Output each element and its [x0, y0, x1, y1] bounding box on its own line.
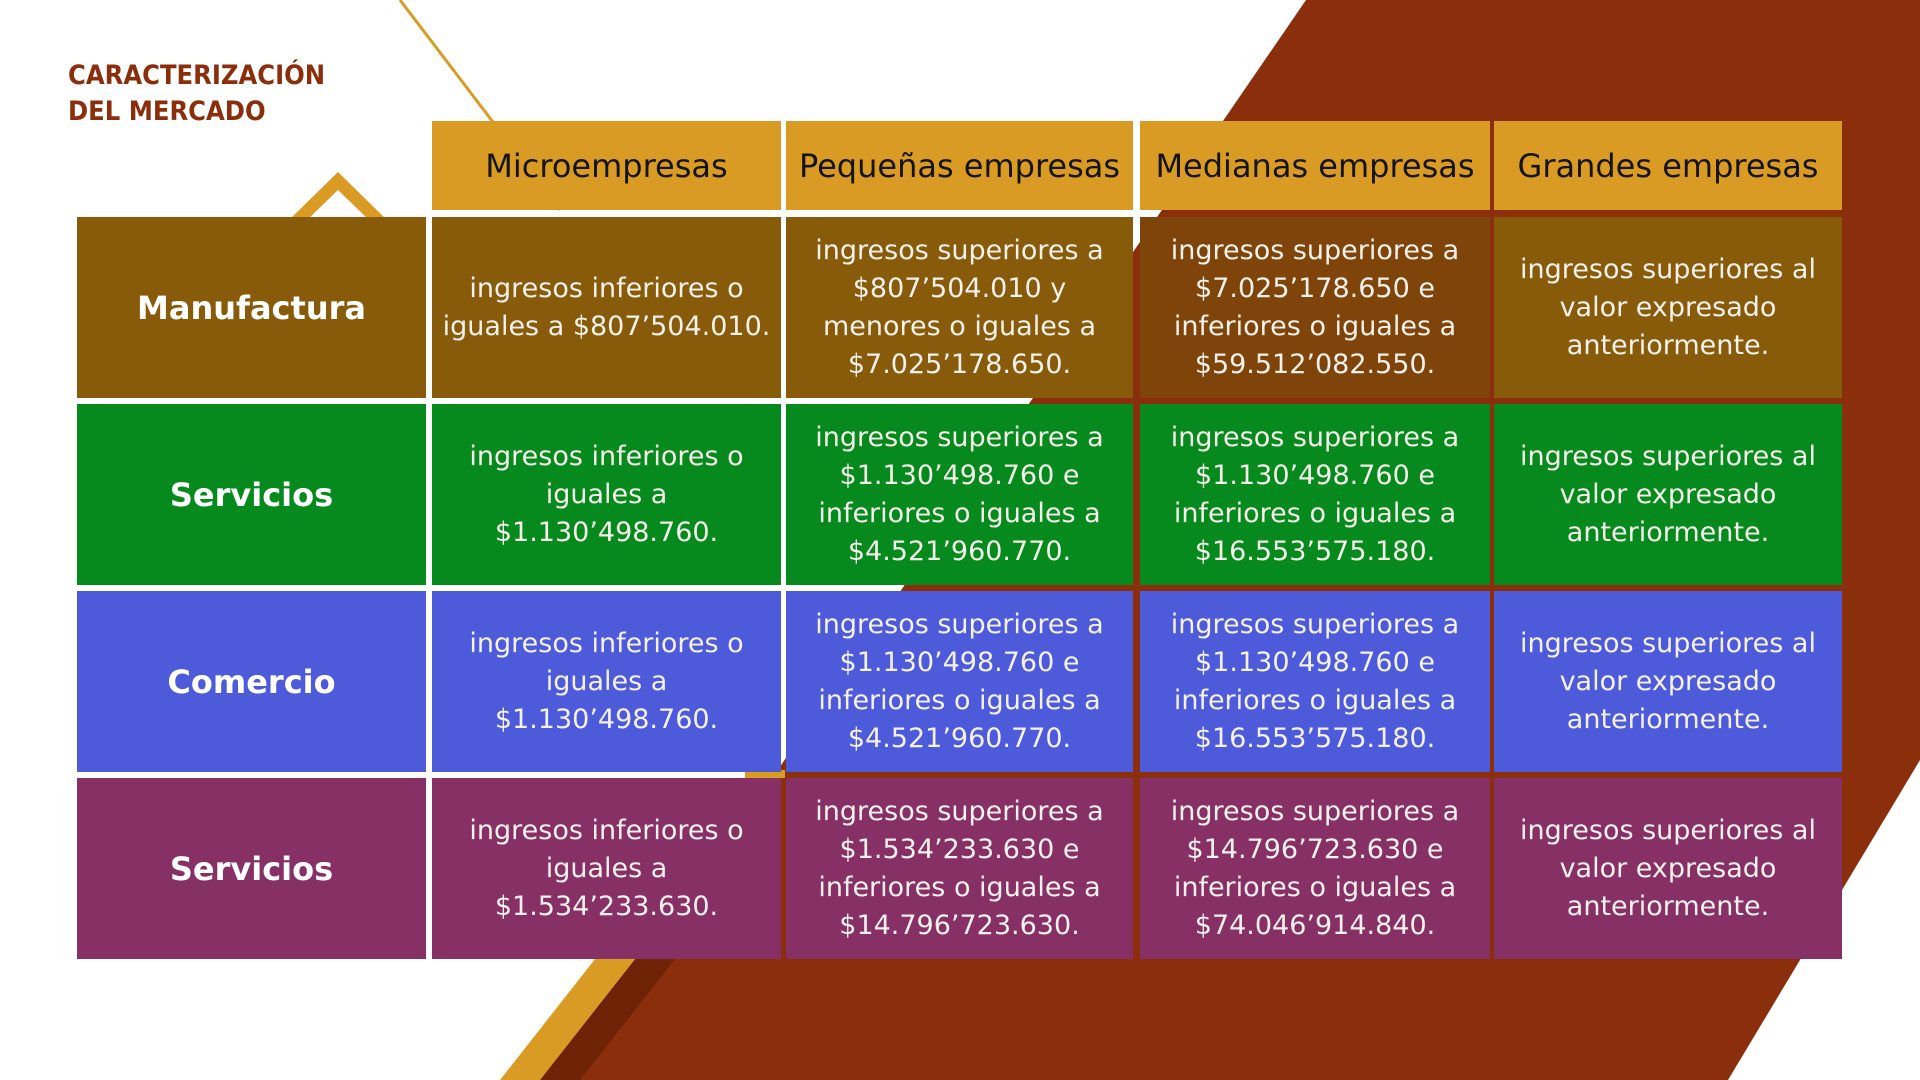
- header-pequenas-empresas: Pequeñas empresas: [786, 121, 1133, 210]
- gold-diagonal-stripe: [500, 940, 650, 1080]
- row-label-servicios: Servicios: [77, 404, 426, 585]
- row-label-servicios-2: Servicios: [77, 778, 426, 959]
- table-cell: ingresos inferiores o iguales a $1.534’2…: [432, 778, 781, 959]
- table-cell: ingresos inferiores o iguales a $1.130’4…: [432, 404, 781, 585]
- header-grandes-empresas: Grandes empresas: [1494, 121, 1842, 210]
- header-microempresas: Microempresas: [432, 121, 781, 210]
- table-cell: ingresos superiores al valor expresado a…: [1494, 591, 1842, 772]
- table-cell: ingresos inferiores o iguales a $1.130’4…: [432, 591, 781, 772]
- table-cell: ingresos superiores a $1.130’498.760 e i…: [786, 404, 1133, 585]
- table-cell: ingresos superiores al valor expresado a…: [1494, 778, 1842, 959]
- table-cell: ingresos superiores a $1.534’233.630 e i…: [786, 778, 1133, 959]
- table-cell: ingresos superiores a $14.796’723.630 e …: [1140, 778, 1490, 959]
- dark-diagonal-stripe: [540, 940, 690, 1080]
- title-line-2: DEL MERCADO: [68, 96, 266, 127]
- table-cell: ingresos inferiores o iguales a $807’504…: [432, 217, 781, 398]
- title-line-1: CARACTERIZACIÓN: [68, 60, 326, 91]
- gold-accent-bar: [745, 770, 785, 778]
- gold-chevron: [288, 172, 388, 221]
- table-cell: ingresos superiores a $807’504.010 y men…: [786, 217, 1133, 398]
- table-cell: ingresos superiores al valor expresado a…: [1494, 404, 1842, 585]
- row-label-manufactura: Manufactura: [77, 217, 426, 398]
- table-cell: ingresos superiores a $1.130’498.760 e i…: [1140, 404, 1490, 585]
- table-cell: ingresos superiores al valor expresado a…: [1494, 217, 1842, 398]
- table-cell: ingresos superiores a $1.130’498.760 e i…: [786, 591, 1133, 772]
- row-label-comercio: Comercio: [77, 591, 426, 772]
- table-cell: ingresos superiores a $1.130’498.760 e i…: [1140, 591, 1490, 772]
- table-cell: ingresos superiores a $7.025’178.650 e i…: [1140, 217, 1490, 398]
- header-medianas-empresas: Medianas empresas: [1140, 121, 1490, 210]
- slide-title: CARACTERIZACIÓN DEL MERCADO: [68, 58, 325, 130]
